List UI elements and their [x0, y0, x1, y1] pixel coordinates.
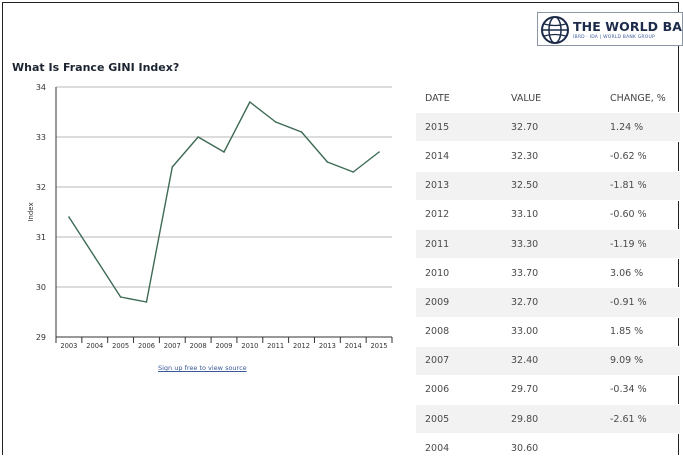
y-tick-label: 31 — [36, 233, 46, 242]
table-row: 2008 33.00 1.85 % — [416, 317, 680, 347]
brand-name: THE WORLD BANK — [573, 19, 683, 34]
table-row: 2009 32.70 -0.91 % — [416, 287, 680, 318]
x-tick-label: 2013 — [319, 342, 336, 350]
data-point — [93, 256, 96, 258]
y-tick-label: 32 — [36, 183, 46, 192]
globe-icon — [541, 16, 569, 44]
cell-value: 32.70 — [511, 287, 608, 318]
cell-change: -0.62 % — [608, 141, 680, 172]
cell-date: 2015 — [416, 112, 511, 143]
x-tick-label: 2003 — [60, 342, 77, 350]
data-point — [223, 151, 225, 153]
cell-date: 2009 — [416, 287, 511, 318]
brand-subtitle: IBRD · IDA | WORLD BANK GROUP — [573, 35, 655, 40]
cell-date: 2012 — [416, 200, 511, 230]
data-point — [326, 161, 329, 163]
cell-date: 2010 — [416, 258, 511, 289]
x-tick-label: 2005 — [112, 342, 129, 350]
y-tick-label: 29 — [36, 333, 46, 342]
cell-change — [608, 433, 680, 463]
data-point — [274, 121, 277, 123]
cell-value: 33.00 — [511, 317, 608, 347]
y-tick-label: 30 — [36, 283, 46, 292]
table-row: 2006 29.70 -0.34 % — [416, 375, 680, 406]
data-table: DATE VALUE CHANGE, % 2015 32.70 1.24 % 2014… — [416, 84, 680, 463]
data-point — [378, 151, 380, 153]
cell-value: 32.70 — [511, 112, 608, 143]
column-header-change: CHANGE, % — [608, 84, 680, 114]
cell-change: 9.09 % — [608, 346, 680, 376]
data-point — [145, 301, 148, 303]
table-row: 2005 29.80 -2.61 % — [416, 404, 680, 435]
column-header-date: DATE — [416, 84, 511, 114]
table-row: 2011 33.30 -1.19 % — [416, 229, 680, 260]
cell-change: 1.24 % — [608, 112, 680, 143]
cell-date: 2004 — [416, 433, 511, 463]
column-header-value: VALUE — [511, 84, 608, 114]
x-tick-label: 2004 — [86, 342, 103, 350]
x-tick-label: 2007 — [164, 342, 181, 350]
cell-value: 33.10 — [511, 200, 608, 230]
cell-change: -0.91 % — [608, 287, 680, 318]
cell-change: -0.34 % — [608, 375, 680, 406]
cell-date: 2007 — [416, 346, 511, 376]
cell-date: 2006 — [416, 375, 511, 406]
x-tick-label: 2011 — [267, 342, 284, 350]
table-row: 2013 32.50 -1.81 % — [416, 171, 680, 201]
cell-change: 3.06 % — [608, 258, 680, 289]
cell-value: 32.40 — [511, 346, 608, 376]
data-point — [68, 216, 70, 218]
cell-change: -1.81 % — [608, 171, 680, 201]
data-point — [171, 166, 174, 168]
cell-date: 2011 — [416, 229, 511, 260]
table-row: 2015 32.70 1.24 % — [416, 112, 680, 143]
data-point — [352, 171, 355, 173]
cell-change: 1.85 % — [608, 317, 680, 347]
cell-value: 32.30 — [511, 141, 608, 172]
data-point — [249, 101, 251, 103]
table-row: 2012 33.10 -0.60 % — [416, 200, 680, 230]
cell-value: 29.70 — [511, 375, 608, 406]
cell-date: 2013 — [416, 171, 511, 201]
table-row: 2014 32.30 -0.62 % — [416, 141, 680, 172]
cell-value: 33.30 — [511, 229, 608, 260]
cell-value: 32.50 — [511, 171, 608, 201]
series-line — [68, 101, 380, 303]
cell-date: 2005 — [416, 404, 511, 435]
table-row: 2010 33.70 3.06 % — [416, 258, 680, 289]
world-bank-logo[interactable]: THE WORLD BANK IBRD · IDA | WORLD BANK G… — [537, 12, 683, 46]
data-point — [119, 296, 122, 298]
table-row: 2004 30.60 — [416, 433, 680, 463]
cell-change: -0.60 % — [608, 200, 680, 230]
x-tick-label: 2008 — [190, 342, 207, 350]
cell-date: 2014 — [416, 141, 511, 172]
y-tick-label: 34 — [36, 83, 46, 92]
table-row: 2007 32.40 9.09 % — [416, 346, 680, 376]
cell-change: -2.61 % — [608, 404, 680, 435]
cell-value: 29.80 — [511, 404, 608, 435]
x-tick-label: 2012 — [293, 342, 310, 350]
cell-value: 33.70 — [511, 258, 608, 289]
x-tick-label: 2014 — [345, 342, 362, 350]
source-link[interactable]: Sign up free to view source — [158, 364, 247, 372]
x-tick-label: 2009 — [215, 342, 232, 350]
cell-change: -1.19 % — [608, 229, 680, 260]
cell-date: 2008 — [416, 317, 511, 347]
y-axis-label: Index — [27, 202, 35, 221]
x-tick-label: 2015 — [371, 342, 388, 350]
x-tick-label: 2010 — [241, 342, 258, 350]
data-point — [197, 136, 199, 138]
data-point — [300, 131, 303, 133]
y-tick-label: 33 — [36, 133, 46, 142]
chart-title: What Is France GINI Index? — [12, 61, 180, 74]
cell-value: 30.60 — [511, 433, 608, 463]
x-tick-label: 2006 — [138, 342, 155, 350]
table-header-row: DATE VALUE CHANGE, % — [416, 84, 680, 114]
